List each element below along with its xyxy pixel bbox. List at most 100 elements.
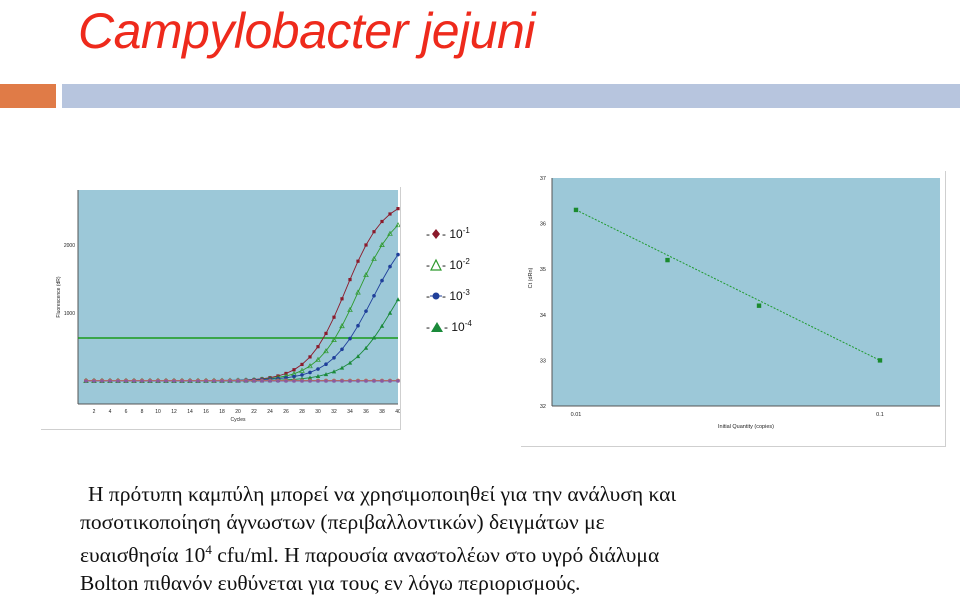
curve-point bbox=[268, 379, 272, 383]
curve-point bbox=[244, 379, 248, 383]
curve-point bbox=[348, 278, 351, 281]
x-tick-label: 38 bbox=[379, 409, 385, 415]
curve-point bbox=[260, 379, 264, 383]
x-tick-label: 40 bbox=[395, 409, 400, 415]
curve-point bbox=[340, 297, 343, 300]
curve-point bbox=[340, 347, 344, 351]
x-tick-label: 2 bbox=[93, 409, 96, 415]
curve-point bbox=[108, 379, 112, 383]
legend-item-10-3: -- 10-3 bbox=[426, 284, 506, 307]
x-tick-label: 16 bbox=[203, 409, 209, 415]
curve-point bbox=[380, 220, 383, 223]
accent-bar-orange bbox=[0, 84, 56, 108]
curve-point bbox=[332, 379, 336, 383]
curve-point bbox=[332, 316, 335, 319]
curve-point bbox=[92, 379, 96, 383]
x-tick-label: 8 bbox=[141, 409, 144, 415]
x-tick-label: 26 bbox=[283, 409, 289, 415]
curve-point bbox=[364, 243, 367, 246]
curve-point bbox=[316, 345, 319, 348]
curve-point bbox=[276, 379, 280, 383]
curve-point bbox=[364, 379, 368, 383]
x-tick-label: 0.01 bbox=[571, 412, 582, 418]
x-axis-label: Cycles bbox=[230, 417, 246, 423]
curve-point bbox=[204, 379, 208, 383]
y-tick-label: 33 bbox=[540, 358, 546, 364]
body-paragraph: Η πρότυπη καμπύλη μπορεί να χρησιμοποιηθ… bbox=[80, 481, 955, 597]
curve-point bbox=[300, 379, 304, 383]
curve-point bbox=[396, 379, 400, 383]
x-tick-label: 0.1 bbox=[876, 412, 884, 418]
curve-point bbox=[300, 363, 303, 366]
curve-point bbox=[132, 379, 136, 383]
x-tick-label: 32 bbox=[331, 409, 337, 415]
y-tick-label: 37 bbox=[540, 176, 546, 182]
data-point bbox=[757, 303, 761, 307]
y-tick-label: 1000 bbox=[64, 311, 75, 317]
y-tick-label: 35 bbox=[540, 267, 546, 273]
curve-point bbox=[180, 379, 184, 383]
curve-point bbox=[284, 379, 288, 383]
curve-point bbox=[308, 371, 312, 375]
data-point bbox=[665, 258, 669, 262]
curve-point bbox=[388, 379, 392, 383]
curve-point bbox=[372, 230, 375, 233]
x-tick-label: 36 bbox=[363, 409, 369, 415]
curve-point bbox=[300, 373, 304, 377]
curve-point bbox=[124, 379, 128, 383]
curve-point bbox=[84, 379, 88, 383]
curve-point bbox=[292, 379, 296, 383]
curve-point bbox=[308, 379, 312, 383]
curve-point bbox=[348, 337, 352, 341]
y-axis-label: Ct (dRn) bbox=[528, 267, 534, 288]
curve-point bbox=[252, 379, 256, 383]
x-tick-label: 24 bbox=[267, 409, 273, 415]
curve-point bbox=[324, 362, 328, 366]
curve-point bbox=[372, 294, 376, 298]
curve-point bbox=[164, 379, 168, 383]
y-axis-label: Fluorescence (dR) bbox=[56, 276, 62, 317]
curve-point bbox=[188, 379, 192, 383]
x-tick-label: 22 bbox=[251, 409, 257, 415]
curve-point bbox=[388, 212, 391, 215]
curve-point bbox=[340, 379, 344, 383]
circle-icon bbox=[430, 289, 452, 303]
legend-item-10-4: -- 10-4 bbox=[426, 315, 506, 338]
plot-legend: -- 10-1 -- 10-2 -- 10-3 -- 10-4 bbox=[426, 222, 506, 346]
x-tick-label: 34 bbox=[347, 409, 353, 415]
curve-point bbox=[372, 379, 376, 383]
curve-point bbox=[140, 379, 144, 383]
curve-point bbox=[116, 379, 120, 383]
curve-point bbox=[316, 367, 320, 371]
diamond-icon bbox=[430, 227, 452, 241]
curve-point bbox=[172, 379, 176, 383]
body-line-4: Bolton πιθανόν ευθύνεται για τους εν λόγ… bbox=[80, 570, 955, 597]
data-point bbox=[878, 358, 882, 362]
x-tick-label: 12 bbox=[171, 409, 177, 415]
curve-point bbox=[100, 379, 104, 383]
legend-item-10-1: -- 10-1 bbox=[426, 222, 506, 245]
curve-point bbox=[308, 355, 311, 358]
curve-point bbox=[356, 324, 360, 328]
curve-point bbox=[380, 379, 384, 383]
curve-point bbox=[236, 379, 240, 383]
curve-point bbox=[196, 379, 200, 383]
slide-title: Campylobacter jejuni bbox=[78, 2, 535, 60]
curve-point bbox=[324, 379, 328, 383]
curve-point bbox=[380, 279, 384, 283]
curve-point bbox=[388, 265, 392, 269]
x-tick-label: 28 bbox=[299, 409, 305, 415]
curve-point bbox=[396, 253, 400, 257]
triangle-outline-icon bbox=[430, 258, 452, 272]
curve-point bbox=[220, 379, 224, 383]
body-line-2: ποσοτικοποίηση άγνωστων (περιβαλλοντικών… bbox=[80, 509, 955, 537]
x-tick-label: 18 bbox=[219, 409, 225, 415]
x-tick-label: 6 bbox=[125, 409, 128, 415]
accent-bar-blue bbox=[62, 84, 960, 108]
curve-point bbox=[228, 379, 232, 383]
body-line-3: ευαισθησία 104 cfu/ml. Η παρουσία αναστο… bbox=[80, 536, 955, 570]
